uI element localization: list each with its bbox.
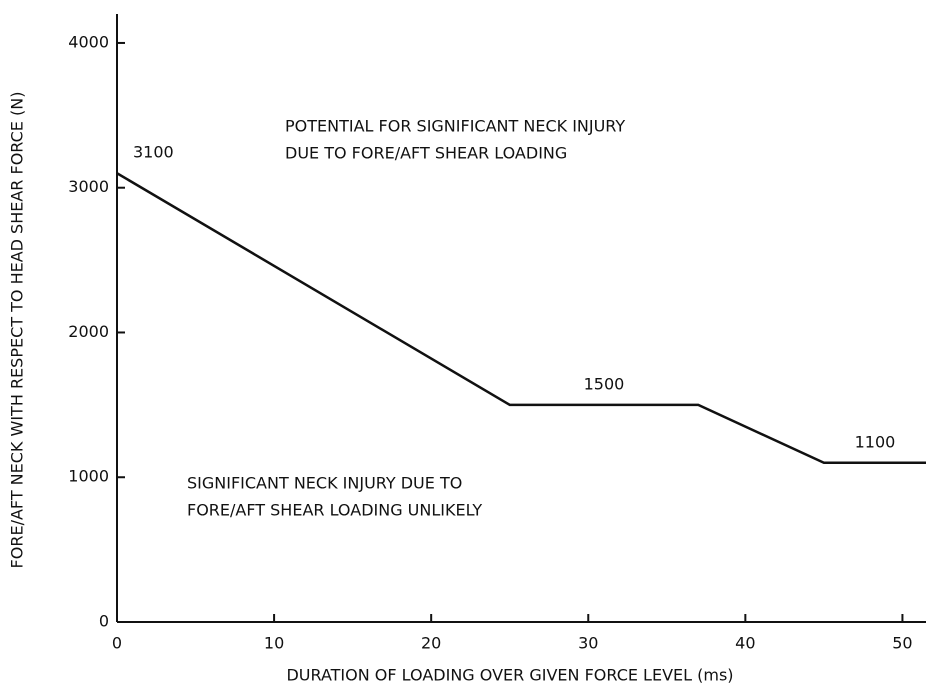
annotation: SIGNIFICANT NECK INJURY DUE TO [187,474,462,493]
value-label: 1100 [855,432,896,451]
y-tick-label: 4000 [68,32,109,51]
y-tick-label: 0 [99,612,109,631]
y-tick-label: 3000 [68,177,109,196]
x-tick-label: 30 [578,634,598,653]
x-tick-label: 50 [892,634,912,653]
x-tick-label: 20 [421,634,441,653]
value-label: 1500 [584,374,625,393]
x-tick-label: 40 [735,634,755,653]
annotation: DUE TO FORE/AFT SHEAR LOADING [285,144,567,163]
y-tick-label: 2000 [68,322,109,341]
line [116,172,926,465]
x-tick-label: 10 [264,634,284,653]
y-tick-label: 1000 [68,467,109,486]
x-tick-label: 0 [112,634,122,653]
annotation: FORE/AFT SHEAR LOADING UNLIKELY [187,501,482,520]
y-axis-title: FORE/AFT NECK WITH RESPECT TO HEAD SHEAR… [8,92,27,569]
x-axis-title: DURATION OF LOADING OVER GIVEN FORCE LEV… [286,666,733,685]
value-label: 3100 [133,143,174,162]
annotation: POTENTIAL FOR SIGNIFICANT NECK INJURY [285,117,625,136]
